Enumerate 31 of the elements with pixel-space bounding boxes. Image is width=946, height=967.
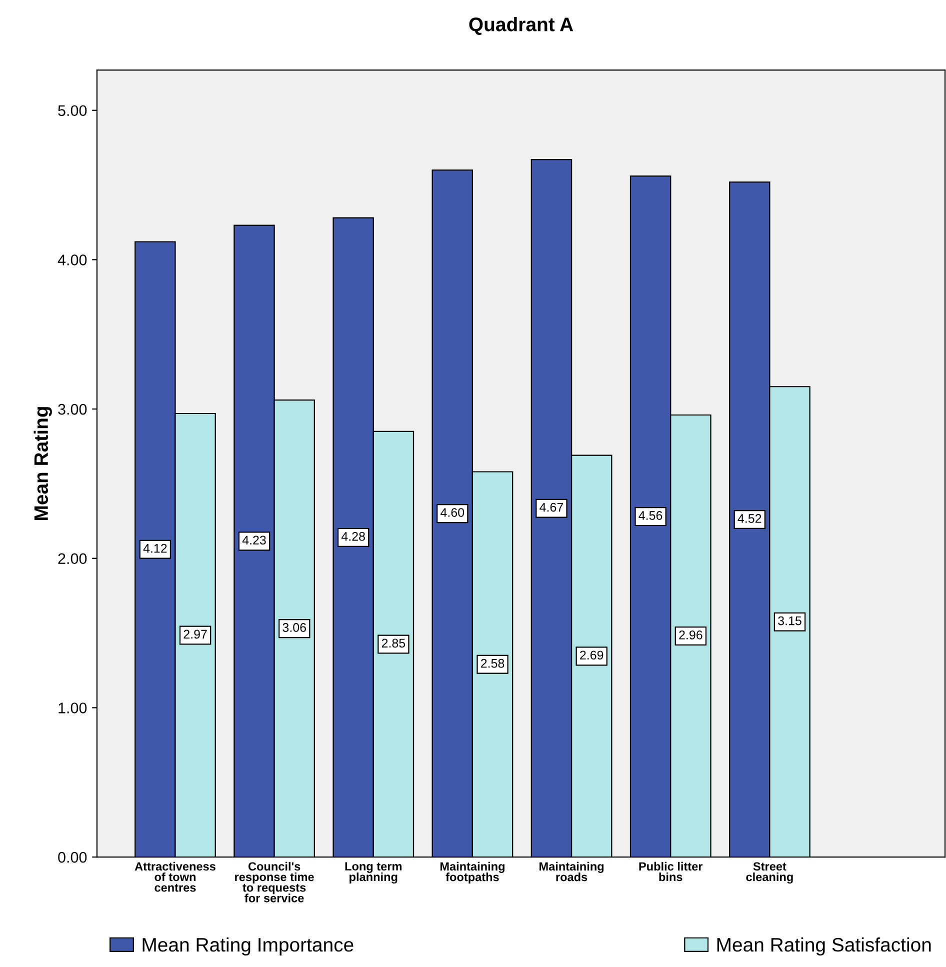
y-tick-label: 3.00 xyxy=(58,404,87,415)
data-label: 3.15 xyxy=(778,616,802,626)
data-label: 4.12 xyxy=(143,544,167,553)
legend-label: Mean Rating Importance xyxy=(142,937,354,956)
data-label: 2.58 xyxy=(480,658,504,668)
x-tick-label: Maintaining roads xyxy=(540,862,604,882)
y-tick-label: 1.00 xyxy=(58,702,87,714)
data-label: 4.60 xyxy=(440,508,464,517)
data-label: 2.85 xyxy=(382,638,406,648)
data-label: 4.28 xyxy=(341,532,365,541)
data-label: 2.96 xyxy=(679,630,702,640)
data-label: 4.52 xyxy=(738,514,762,523)
x-tick-label: Attractiveness of town centres xyxy=(134,862,216,892)
data-label: 2.69 xyxy=(580,650,604,660)
data-label: 4.67 xyxy=(540,502,564,512)
y-tick-label: 4.00 xyxy=(58,254,87,266)
chart-title: Quadrant A xyxy=(469,17,574,35)
y-tick-label: 0.00 xyxy=(58,852,87,863)
data-label: 4.23 xyxy=(242,536,266,545)
x-tick-label: Street cleaning xyxy=(746,862,793,884)
y-tick-label: 5.00 xyxy=(58,105,87,116)
data-label: 4.56 xyxy=(638,511,662,520)
data-label: 3.06 xyxy=(282,623,306,632)
data-label: 2.97 xyxy=(184,630,207,639)
x-tick-label: Public litter bins xyxy=(639,862,703,882)
x-tick-label: Council's response time to requests for service xyxy=(235,862,314,902)
legend-label: Mean Rating Satisfaction xyxy=(717,937,931,956)
y-tick-label: 2.00 xyxy=(58,553,87,564)
x-tick-label: Long term planning xyxy=(345,862,402,884)
y-axis-title: Mean Rating xyxy=(34,407,52,520)
x-tick-label: Maintaining footpaths xyxy=(440,862,504,884)
